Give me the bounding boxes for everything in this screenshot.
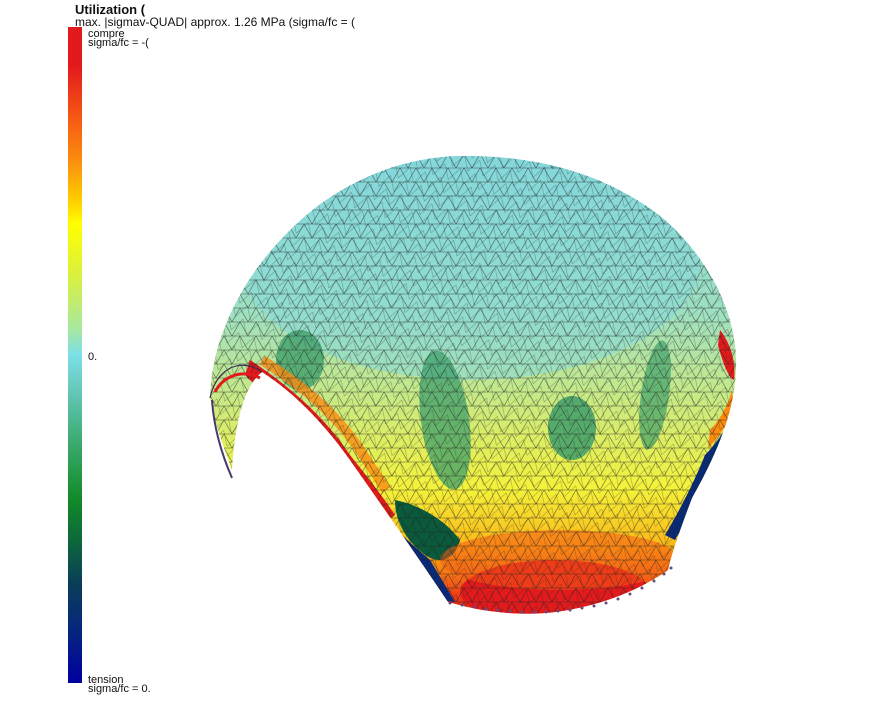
utilization-colorbar	[68, 27, 82, 683]
figure-title: Utilization (	[75, 2, 146, 17]
arch-edge	[209, 364, 263, 399]
figure-subtitle: max. |sigmav-QUAD| approx. 1.26 MPa (sig…	[75, 15, 355, 29]
colorbar-top-label: compre	[88, 28, 125, 40]
colorbar-top-value: sigma/fc = -(	[88, 37, 149, 49]
colorbar-bottom-value: sigma/fc = 0.	[88, 683, 151, 695]
colorbar-bottom-label: tension	[88, 674, 124, 686]
arch-leg	[211, 399, 233, 479]
colorbar-mid-value: 0.	[88, 351, 98, 363]
dome-surface	[210, 155, 737, 614]
support-points	[448, 566, 673, 614]
